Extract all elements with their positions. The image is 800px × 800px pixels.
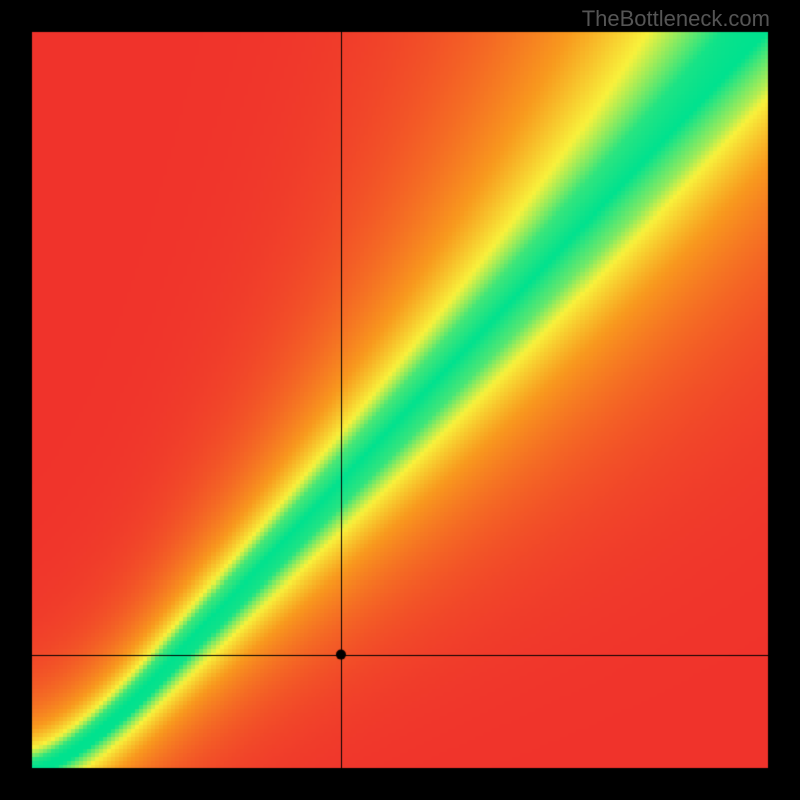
watermark-text: TheBottleneck.com <box>582 6 770 32</box>
bottleneck-heatmap <box>0 0 800 800</box>
